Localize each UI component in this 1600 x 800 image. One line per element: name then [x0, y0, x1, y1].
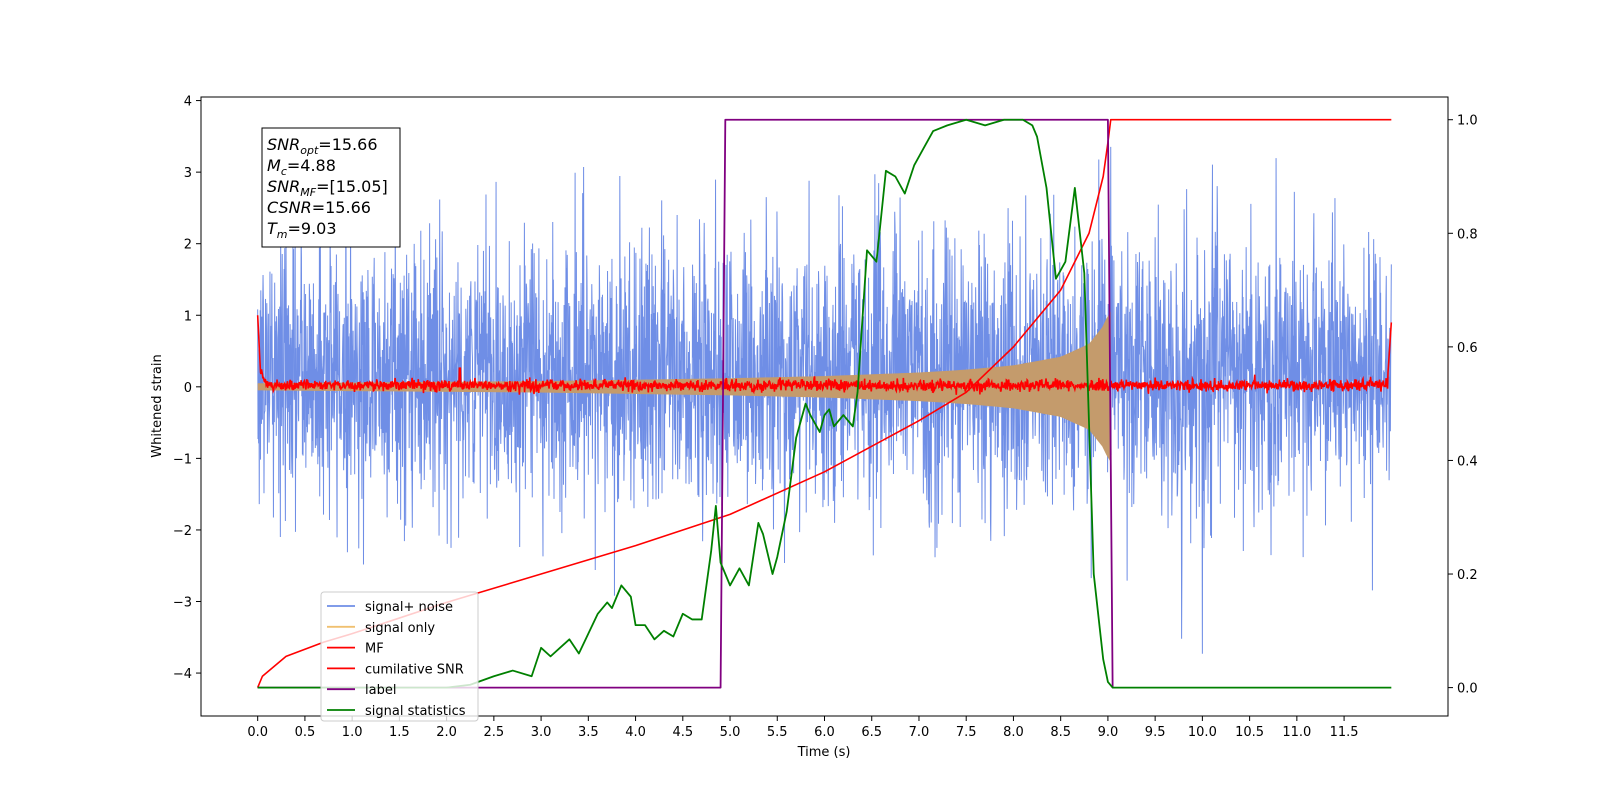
info-line: SNRopt=15.66	[267, 135, 378, 157]
info-subscript: c	[281, 165, 287, 178]
info-value: =9.03	[288, 219, 337, 238]
info-line: Mc=4.88	[267, 156, 336, 178]
y-axis-right: 0.0 0.2 0.4 0.6 0.8 1.0	[1448, 114, 1478, 697]
info-line: Tm=9.03	[267, 219, 337, 241]
legend-label: label	[365, 683, 396, 698]
x-tick-label: 6.0	[814, 725, 835, 740]
info-subscript: MF	[300, 186, 316, 199]
legend-entry: label	[327, 683, 396, 698]
y-tick-label: −3	[173, 596, 192, 611]
legend-entry: signal statistics	[327, 704, 466, 719]
x-tick-label: 4.0	[625, 725, 646, 740]
info-symbol: SNR	[267, 177, 300, 196]
legend-label: signal+ noise	[365, 600, 453, 615]
legend-label: signal statistics	[365, 704, 466, 719]
x-axis-label: Time (s)	[797, 745, 851, 760]
x-tick-label: 9.5	[1145, 725, 1166, 740]
legend-label: cumilative SNR	[365, 662, 464, 677]
x-tick-label: 9.0	[1098, 725, 1119, 740]
legend-entry: MF	[327, 642, 384, 657]
info-subscript: opt	[300, 144, 319, 157]
legend-label: MF	[365, 642, 384, 657]
y-right-tick-label: 0.2	[1457, 568, 1478, 583]
y-right-tick-label: 0.0	[1457, 682, 1478, 697]
y-tick-label: 4	[184, 95, 192, 110]
info-symbol: M	[267, 156, 281, 175]
y-tick-label: 0	[184, 381, 192, 396]
y-axis-left: −4 −3 −2 −1 0 1 2 3 4	[173, 95, 201, 682]
info-value: =4.88	[287, 156, 336, 175]
series-signal-statistics	[257, 118, 1392, 689]
x-tick-label: 0.5	[295, 725, 316, 740]
x-tick-label: 3.0	[531, 725, 552, 740]
info-value: =15.66	[318, 135, 377, 154]
y-tick-label: 2	[184, 238, 192, 253]
x-axis: 0.0 0.5 1.0 1.5 2.0 2.5 3.0 3.5 4.0 4.5 5.0 5.5 6.0 6…	[247, 716, 1359, 740]
y-axis-label: Whitened strain	[150, 354, 165, 457]
legend-entry: cumilative SNR	[327, 662, 464, 677]
x-tick-label: 7.5	[956, 725, 977, 740]
info-subscript: m	[277, 228, 288, 241]
x-tick-label: 0.0	[247, 725, 268, 740]
info-line: SNRMF=[15.05]	[267, 177, 388, 199]
y-tick-label: 3	[184, 166, 192, 181]
info-symbol: CSNR	[267, 198, 312, 217]
x-tick-label: 6.5	[861, 725, 882, 740]
x-tick-label: 3.5	[578, 725, 599, 740]
y-right-tick-label: 0.6	[1457, 341, 1478, 356]
y-tick-label: −2	[173, 524, 192, 539]
y-right-tick-label: 0.4	[1457, 454, 1478, 469]
info-symbol: SNR	[267, 135, 300, 154]
info-box	[261, 127, 401, 248]
info-symbol: T	[267, 219, 278, 238]
x-tick-label: 5.5	[767, 725, 788, 740]
x-tick-label: 2.5	[484, 725, 505, 740]
info-line: CSNR=15.66	[267, 198, 371, 217]
x-tick-label: 8.5	[1050, 725, 1071, 740]
x-tick-label: 2.0	[436, 725, 457, 740]
x-tick-label: 5.0	[720, 725, 741, 740]
series-mf	[256, 315, 1393, 395]
legend: signal+ noise signal only MF cumilative SNR…	[320, 591, 479, 722]
x-tick-label: 1.5	[389, 725, 410, 740]
y-right-tick-label: 1.0	[1457, 114, 1478, 129]
legend-label: signal only	[365, 621, 435, 636]
info-value: =[15.05]	[316, 177, 388, 196]
x-tick-label: 11.5	[1330, 725, 1359, 740]
series-signal-noise	[257, 146, 1392, 654]
y-tick-label: −1	[173, 452, 192, 467]
y-tick-label: −4	[173, 667, 192, 682]
legend-entry: signal only	[327, 621, 435, 636]
x-tick-label: 10.0	[1188, 725, 1217, 740]
x-tick-label: 4.5	[672, 725, 693, 740]
y-tick-label: 1	[184, 309, 192, 324]
y-right-tick-label: 0.8	[1457, 227, 1478, 242]
x-tick-label: 11.0	[1282, 725, 1311, 740]
x-tick-label: 10.5	[1235, 725, 1264, 740]
x-tick-label: 8.0	[1003, 725, 1024, 740]
x-tick-label: 1.0	[342, 725, 363, 740]
legend-box	[320, 591, 479, 722]
info-annotation: SNRopt=15.66Mc=4.88SNRMF=[15.05]CSNR=15.…	[261, 127, 401, 248]
x-tick-label: 7.0	[909, 725, 930, 740]
info-value: =15.66	[312, 198, 371, 217]
legend-entry: signal+ noise	[327, 600, 453, 615]
